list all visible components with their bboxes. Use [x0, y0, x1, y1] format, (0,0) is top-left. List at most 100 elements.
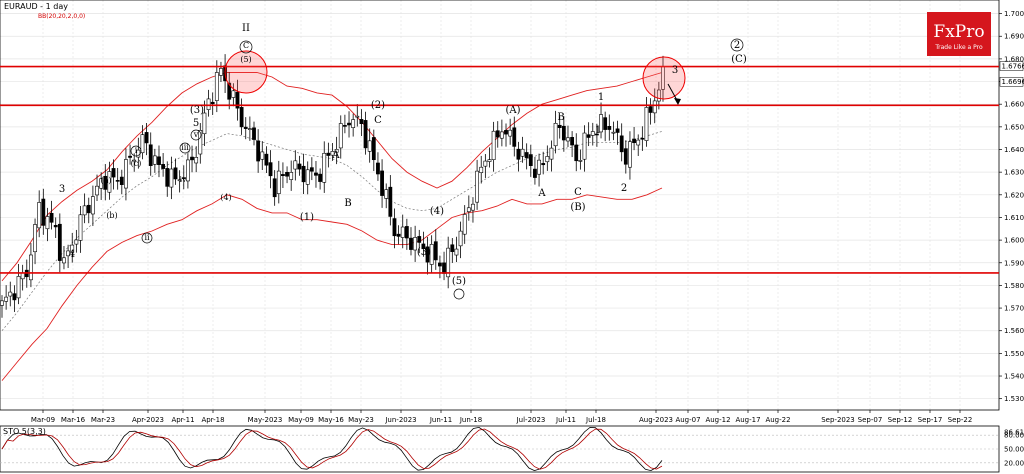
candle-down	[504, 130, 508, 135]
candle-down	[326, 152, 331, 156]
candle-down	[512, 127, 517, 147]
wave-label: B	[344, 198, 351, 209]
projection-arrow-head	[674, 98, 681, 105]
candle-up	[16, 276, 21, 299]
candle-down	[541, 163, 546, 166]
candle-down	[181, 177, 186, 179]
stoch-tick-label: 50.00	[1004, 446, 1024, 454]
candle-down	[235, 91, 240, 109]
candle-up	[636, 139, 641, 146]
y-tick-label: 1.53000	[1004, 395, 1024, 403]
candle-down	[594, 133, 599, 136]
x-tick-label: Aug-17	[735, 416, 760, 424]
candle-up	[458, 230, 463, 247]
wave-label: 1	[595, 125, 601, 136]
x-tick-label: May-16	[318, 416, 344, 424]
wave-label: (1)	[300, 212, 314, 223]
wave-label: ii	[144, 233, 150, 242]
candle-up	[599, 114, 603, 133]
x-tick-label: Jun-2023	[384, 416, 416, 424]
wave-label: (4)	[430, 206, 444, 217]
y-tick-label: 1.56000	[1004, 327, 1024, 335]
wave-label: (b)	[106, 211, 117, 220]
candle-down	[561, 125, 566, 141]
x-tick-label: Apr-2023	[132, 416, 164, 424]
candle-down	[380, 170, 384, 196]
candle-up	[545, 156, 550, 163]
candle-down	[586, 134, 591, 138]
candle-up	[462, 214, 467, 235]
candle-down	[570, 137, 575, 146]
wave-label: (2)	[371, 100, 385, 111]
x-tick-label: Jul-18	[585, 416, 606, 424]
candle-down	[86, 204, 91, 214]
candle-up	[590, 131, 595, 136]
candle-up	[537, 159, 541, 175]
wave-label: v	[193, 130, 199, 139]
candle-up	[644, 107, 649, 141]
candle-down	[528, 154, 533, 166]
candle-down	[111, 168, 116, 178]
candle-down	[648, 106, 653, 113]
candle-up	[62, 257, 66, 264]
candle-down	[363, 120, 368, 149]
candle-down	[243, 126, 248, 129]
candle-down	[173, 167, 178, 180]
candle-up	[202, 112, 207, 135]
candle-up	[140, 134, 145, 154]
candle-down	[417, 236, 422, 243]
price-pane-frame	[0, 0, 1000, 411]
x-tick-label: Apr-18	[201, 416, 224, 424]
wave-label: (4)	[220, 193, 231, 202]
candle-up	[8, 291, 13, 297]
candle-up	[276, 170, 281, 194]
candle-down	[516, 148, 521, 160]
candle-up	[95, 185, 99, 196]
candle-down	[161, 164, 166, 169]
candle-down	[119, 176, 124, 185]
candle-down	[438, 262, 442, 267]
x-tick-label: Aug-12	[705, 416, 730, 424]
candle-up	[520, 148, 525, 157]
y-tick-label: 1.69000	[1004, 33, 1024, 41]
candle-down	[533, 168, 537, 178]
fxpro-logo: FxPro Trade Like a Pro	[927, 12, 991, 56]
candle-down	[309, 167, 314, 172]
candle-up	[582, 132, 587, 160]
candle-up	[611, 131, 616, 134]
candle-up	[400, 226, 405, 238]
candle-down	[371, 137, 376, 161]
wave-label: A	[537, 188, 546, 199]
wave-circle	[453, 288, 465, 300]
candle-down	[640, 137, 645, 140]
wave-label: 3	[59, 184, 65, 195]
candle-up	[628, 141, 632, 168]
candle-down	[281, 174, 285, 177]
stoch-d-line	[1, 428, 663, 470]
candle-down	[376, 162, 380, 175]
candle-up	[219, 68, 223, 76]
wave-circle	[141, 232, 153, 244]
candle-down	[392, 218, 397, 237]
wave-label: (5)	[452, 276, 466, 287]
chart-title: EURAUD - 1 day	[4, 2, 68, 11]
candle-down	[53, 224, 58, 228]
y-tick-label: 1.64000	[1004, 146, 1024, 154]
candle-up	[206, 98, 211, 110]
candle-down	[557, 124, 562, 128]
x-tick-label: Sep-22	[948, 416, 973, 424]
wave-label: B	[557, 112, 564, 123]
candle-down	[297, 163, 302, 170]
y-tick-label: 1.65000	[1004, 123, 1024, 131]
candle-up	[74, 239, 79, 245]
x-tick-label: Aug-2023	[639, 416, 673, 424]
candle-up	[429, 244, 434, 265]
candle-down	[264, 153, 269, 166]
grid	[0, 0, 999, 410]
candle-up	[549, 147, 554, 160]
candle-down	[495, 130, 500, 138]
candle-down	[148, 144, 153, 166]
y-tick-label: 1.55000	[1004, 350, 1024, 358]
candle-up	[487, 159, 492, 162]
